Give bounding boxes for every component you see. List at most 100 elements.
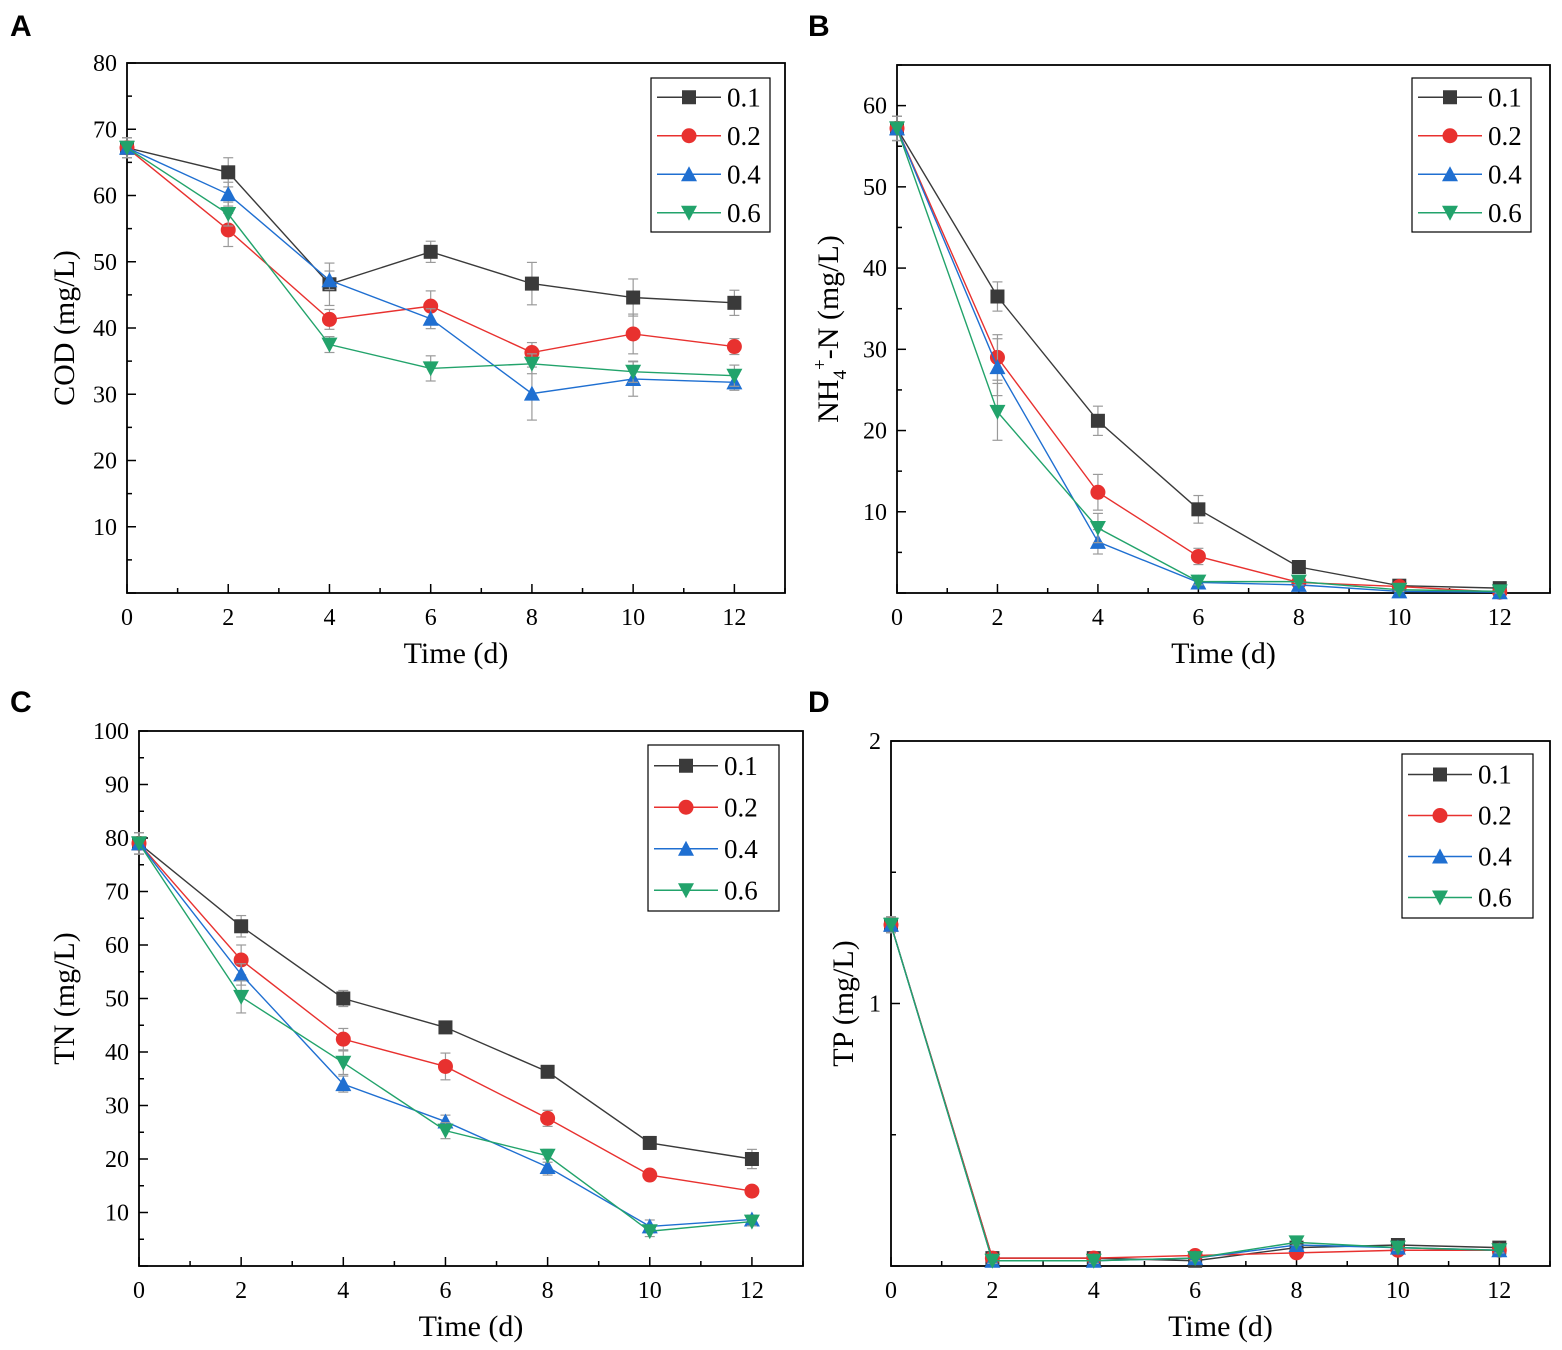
data-point-0.6	[1389, 1240, 1406, 1256]
data-point-0.1	[626, 290, 641, 305]
y-tick-label-c: 10	[105, 1201, 129, 1227]
legend-marker-0.6	[1442, 205, 1458, 221]
legend-marker-0.4	[681, 166, 697, 182]
legend-label-0.1: 0.1	[1478, 760, 1512, 790]
legend-label-0.2: 0.2	[1478, 801, 1512, 831]
series-c-0.6	[131, 832, 760, 1240]
data-point-0.1	[221, 165, 236, 180]
data-point-0.6	[422, 361, 439, 377]
data-point-0.4	[539, 1159, 556, 1175]
x-tick-label-b: 12	[1488, 605, 1512, 631]
legend-a: 0.1 0.2 0.4 0.6	[650, 77, 771, 233]
series-line-0.4	[890, 924, 1500, 1262]
y-tick-label-d: 1	[869, 992, 881, 1018]
data-point-0.4	[422, 310, 439, 326]
legend-label-0.4: 0.4	[724, 834, 758, 864]
y-tick-label-b: 20	[863, 419, 887, 445]
legend-marker-0.4	[1432, 848, 1448, 864]
y-tick-label-b: 50	[863, 175, 887, 201]
data-point-0.6	[989, 404, 1006, 420]
x-axis-title-a: Time (d)	[404, 637, 509, 670]
panel-letter-b: B	[808, 10, 830, 43]
data-point-0.2	[321, 311, 337, 327]
y-axis-title-c: TN (mg/L)	[48, 932, 81, 1064]
x-tick-label-a: 6	[425, 605, 437, 631]
legend-label-0.6: 0.6	[724, 875, 758, 905]
panel-c: C 0 2 4 6 8 10 12 10 20 30 40 50 60 70 80 90 100 Time (d) T…	[10, 686, 804, 1343]
legend-marker-0.1	[679, 758, 693, 773]
data-point-0.2	[423, 298, 439, 314]
y-tick-label-c: 70	[105, 880, 129, 906]
x-tick-label-d: 12	[1487, 1278, 1511, 1304]
legend-box	[650, 77, 771, 233]
data-point-0.4	[233, 966, 250, 982]
x-tick-label-d: 2	[986, 1278, 998, 1304]
x-tick-label-b: 2	[991, 605, 1003, 631]
legend-d: 0.1 0.2 0.4 0.6	[1401, 753, 1534, 919]
data-point-0.1	[727, 295, 742, 310]
data-point-0.2	[524, 345, 540, 361]
data-point-0.6	[1089, 521, 1106, 537]
data-point-0.2	[335, 1031, 351, 1047]
data-point-0.6	[523, 356, 540, 372]
x-tick-label-d: 8	[1291, 1278, 1303, 1304]
x-tick-label-a: 8	[526, 605, 538, 631]
legend-b: 0.1 0.2 0.4 0.6	[1411, 77, 1532, 233]
x-tick-label-c: 0	[133, 1278, 145, 1304]
y-tick-label-c: 40	[105, 1040, 129, 1066]
data-point-0.1	[540, 1064, 555, 1079]
legend-label-0.6: 0.6	[1488, 198, 1522, 228]
data-point-0.1	[438, 1020, 453, 1035]
data-point-0.1	[1191, 502, 1206, 517]
x-tick-label-a: 4	[323, 605, 335, 631]
legend-marker-0.1	[1443, 90, 1457, 105]
x-tick-label-d: 0	[885, 1278, 897, 1304]
legend-marker-0.2	[678, 799, 694, 815]
legend-c: 0.1 0.2 0.4 0.6	[647, 744, 780, 912]
data-point-0.6	[119, 140, 135, 156]
legend-label-0.4: 0.4	[727, 159, 761, 189]
legend-marker-0.6	[1432, 890, 1448, 906]
legend-label-0.1: 0.1	[727, 82, 761, 112]
legend-label-0.4: 0.4	[1488, 159, 1522, 189]
y-tick-label-c: 100	[93, 719, 129, 745]
legend-label-0.2: 0.2	[1488, 121, 1522, 151]
y-axis-title-b: NH4+-N (mg/L)	[810, 235, 851, 423]
x-tick-label-d: 6	[1189, 1278, 1201, 1304]
x-tick-label-c: 4	[337, 1278, 349, 1304]
y-tick-label-c: 30	[105, 1094, 129, 1120]
data-point-0.6	[1491, 1243, 1508, 1259]
data-point-0.6	[1290, 574, 1307, 590]
plot-frame-b	[896, 64, 1551, 594]
data-point-0.4	[220, 186, 237, 202]
data-point-0.2	[642, 1167, 658, 1183]
y-axis-title-d: TP (mg/L)	[827, 940, 860, 1066]
data-point-0.6	[321, 337, 338, 353]
data-point-0.2	[1090, 484, 1106, 500]
y-tick-label-a: 10	[93, 515, 117, 541]
x-axis-title-d: Time (d)	[1168, 1310, 1273, 1343]
series-d-0.1	[884, 916, 1507, 1268]
x-tick-label-c: 12	[740, 1278, 764, 1304]
y-tick-label-a: 50	[93, 250, 117, 276]
data-point-0.2	[1190, 548, 1206, 564]
data-point-0.1	[524, 276, 539, 291]
panel-b: B 0 2 4 6 8 10 12 10 20 30 40 50 60 Time (d) NH4+-N (mg…	[808, 10, 1551, 670]
series-d-0.6	[883, 916, 1508, 1269]
data-point-0.6	[883, 917, 899, 933]
legend-box	[1411, 77, 1532, 233]
data-point-0.4	[989, 359, 1006, 375]
legend-label-0.4: 0.4	[1478, 842, 1512, 872]
data-point-0.2	[625, 326, 641, 342]
y-tick-label-b: 30	[863, 337, 887, 363]
data-point-0.6	[1190, 574, 1207, 590]
panel-letter-c: C	[10, 686, 32, 719]
x-tick-label-c: 6	[439, 1278, 451, 1304]
x-tick-label-b: 4	[1092, 605, 1104, 631]
data-point-0.6	[539, 1148, 556, 1164]
series-line-0.2	[890, 924, 1500, 1259]
data-point-0.1	[744, 1152, 759, 1166]
legend-marker-0.2	[1432, 808, 1448, 823]
data-point-0.1	[1291, 560, 1306, 575]
legend-label-0.1: 0.1	[1488, 82, 1522, 112]
